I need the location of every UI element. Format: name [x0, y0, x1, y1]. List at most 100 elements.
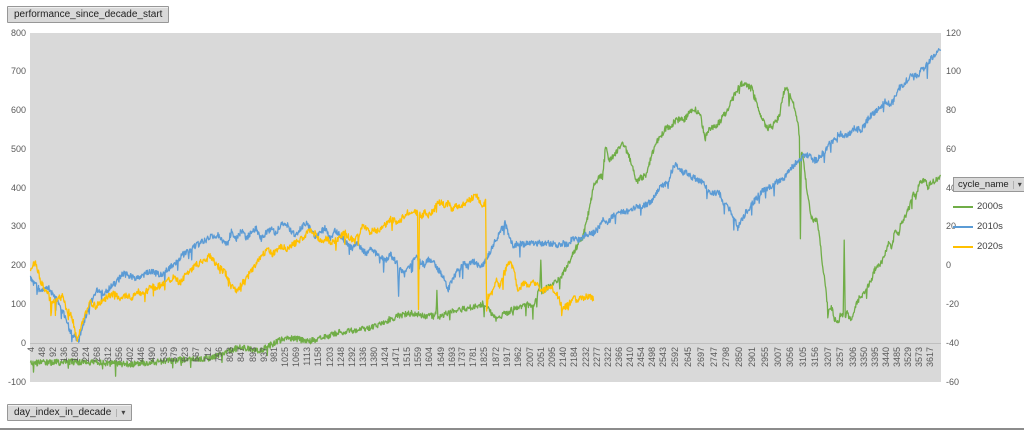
- x-axis-tick-label: 623: [180, 347, 191, 363]
- x-axis-tick-label: 2140: [557, 347, 568, 368]
- left-axis-tick-label: 400: [10, 182, 26, 193]
- left-axis-tick-label: 800: [10, 27, 26, 38]
- x-axis-tick-label: 535: [158, 347, 169, 363]
- x-axis-tick-label: 3395: [869, 347, 880, 368]
- left-axis-tick-label: -100: [7, 376, 26, 387]
- x-axis-tick-label: 180: [70, 347, 81, 363]
- value-field-button[interactable]: performance_since_decade_start: [7, 6, 170, 23]
- x-axis-tick-label: 3056: [785, 347, 796, 368]
- x-axis-tick-label: 847: [236, 347, 247, 363]
- series-line-2010s: [29, 48, 942, 343]
- x-axis-tick-label: 2184: [568, 347, 579, 368]
- axis-field-button[interactable]: day_index_in_decade ▾: [7, 404, 133, 421]
- x-axis-tick-label: 1559: [413, 347, 424, 368]
- x-axis-tick-label: 48: [37, 347, 48, 358]
- legend-item-2010s: 2010s: [953, 221, 1023, 232]
- x-axis-tick-label: 1962: [513, 347, 524, 368]
- x-axis-tick-label: 2747: [708, 347, 719, 368]
- x-axis-tick-label: 490: [147, 347, 158, 363]
- x-axis-tick-label: 2322: [602, 347, 613, 368]
- series-line-2000s: [29, 80, 942, 377]
- x-axis-tick-label: 2095: [546, 347, 557, 368]
- x-axis-tick-label: 92: [48, 347, 59, 358]
- right-axis-tick-label: 60: [946, 143, 957, 154]
- legend-line-swatch: [953, 225, 973, 228]
- right-axis-tick-label: -20: [946, 298, 960, 309]
- x-axis-tick-label: 1113: [302, 347, 313, 366]
- x-axis-tick-label: 1336: [357, 347, 368, 368]
- x-axis-tick-label: 1515: [402, 347, 413, 368]
- chevron-down-icon[interactable]: ▾: [116, 408, 125, 417]
- x-axis-tick-label: 2697: [696, 347, 707, 368]
- x-axis-tick-label: 224: [81, 347, 92, 363]
- legend-field-button[interactable]: cycle_name ▾: [953, 177, 1024, 192]
- right-axis-tick-label: 40: [946, 182, 957, 193]
- x-axis-tick-label: 446: [136, 347, 147, 363]
- left-axis-tick-label: 100: [10, 298, 26, 309]
- right-axis-tick-label: 20: [946, 221, 957, 232]
- x-axis-tick-label: 893: [247, 347, 258, 363]
- left-axis-tick-label: 600: [10, 105, 26, 116]
- x-axis-tick-label: 3440: [880, 347, 891, 368]
- value-field-label: performance_since_decade_start: [14, 9, 163, 20]
- x-axis-tick-label: 579: [169, 347, 180, 363]
- right-axis-tick-label: 0: [946, 260, 952, 271]
- axis-field-label: day_index_in_decade: [14, 407, 112, 418]
- x-axis-tick-label: 756: [213, 347, 224, 363]
- left-axis-tick-label: 0: [20, 337, 26, 348]
- x-axis-tick-label: 1069: [291, 347, 302, 368]
- left-axis-tick-label: 200: [10, 260, 26, 271]
- x-axis-tick-label: 1872: [491, 347, 502, 368]
- x-axis-tick-label: 1471: [391, 347, 402, 368]
- x-axis-tick-label: 3573: [914, 347, 925, 368]
- chevron-down-icon[interactable]: ▾: [1012, 180, 1022, 189]
- x-axis-tick-label: 2592: [670, 347, 681, 368]
- legend-line-swatch: [953, 245, 973, 248]
- x-axis-tick-label: 1604: [424, 347, 435, 368]
- left-axis-tick-label: 700: [10, 66, 26, 77]
- x-axis-tick-label: 1825: [479, 347, 490, 368]
- x-axis-tick-label: 268: [92, 347, 103, 363]
- x-axis-tick-label: 1424: [379, 347, 390, 368]
- right-axis-tick-label: 120: [946, 27, 962, 38]
- x-axis-tick-label: 3350: [858, 347, 869, 368]
- legend-item-2020s: 2020s: [953, 241, 1023, 252]
- x-axis-tick-label: 1248: [335, 347, 346, 368]
- x-axis-tick-label: 2543: [657, 347, 668, 368]
- x-axis-tick-label: 2410: [624, 347, 635, 368]
- x-axis-tick-label: 1693: [446, 347, 457, 368]
- legend-field-label: cycle_name: [958, 179, 1009, 190]
- x-axis-tick-label: 4: [26, 347, 37, 353]
- left-axis-tick-label: 300: [10, 221, 26, 232]
- x-axis-tick-label: 3617: [925, 347, 935, 368]
- legend-item-label: 2000s: [977, 201, 1003, 212]
- x-axis-tick-label: 2850: [734, 347, 745, 368]
- x-axis-tick-label: 712: [202, 347, 213, 363]
- x-axis-tick-label: 2798: [721, 347, 732, 368]
- right-axis-tick-label: 100: [946, 66, 962, 77]
- x-axis-tick-label: 2645: [683, 347, 694, 368]
- x-axis-tick-label: 2454: [635, 347, 646, 368]
- category-axis-line: [30, 343, 941, 344]
- x-axis-tick-label: 3257: [835, 347, 846, 368]
- legend-item-label: 2020s: [977, 241, 1003, 252]
- left-axis-tick-label: 500: [10, 143, 26, 154]
- x-axis-tick-label: 3105: [797, 347, 808, 368]
- x-axis-tick-label: 1380: [368, 347, 379, 368]
- x-axis-tick-label: 3007: [773, 347, 784, 368]
- x-axis-tick-label: 2007: [524, 347, 535, 368]
- x-axis-tick-label: 3207: [823, 347, 834, 368]
- x-axis-tick-label: 312: [103, 347, 114, 363]
- x-axis-tick-label: 3529: [903, 347, 914, 368]
- x-axis-tick-label: 2051: [535, 347, 546, 368]
- x-axis-tick-label: 356: [114, 347, 125, 363]
- series-line-2020s: [29, 193, 595, 343]
- x-axis-tick-label: 667: [191, 347, 202, 363]
- x-axis-tick-label: 1781: [468, 347, 479, 368]
- x-axis-tick-label: 1737: [457, 347, 468, 368]
- x-axis-tick-label: 3156: [810, 347, 821, 368]
- legend-line-swatch: [953, 205, 973, 208]
- legend: cycle_name ▾ 2000s 2010s 2020s: [953, 174, 1024, 252]
- x-axis-tick-label: 981: [269, 347, 280, 363]
- x-axis-tick-label: 136: [59, 347, 70, 363]
